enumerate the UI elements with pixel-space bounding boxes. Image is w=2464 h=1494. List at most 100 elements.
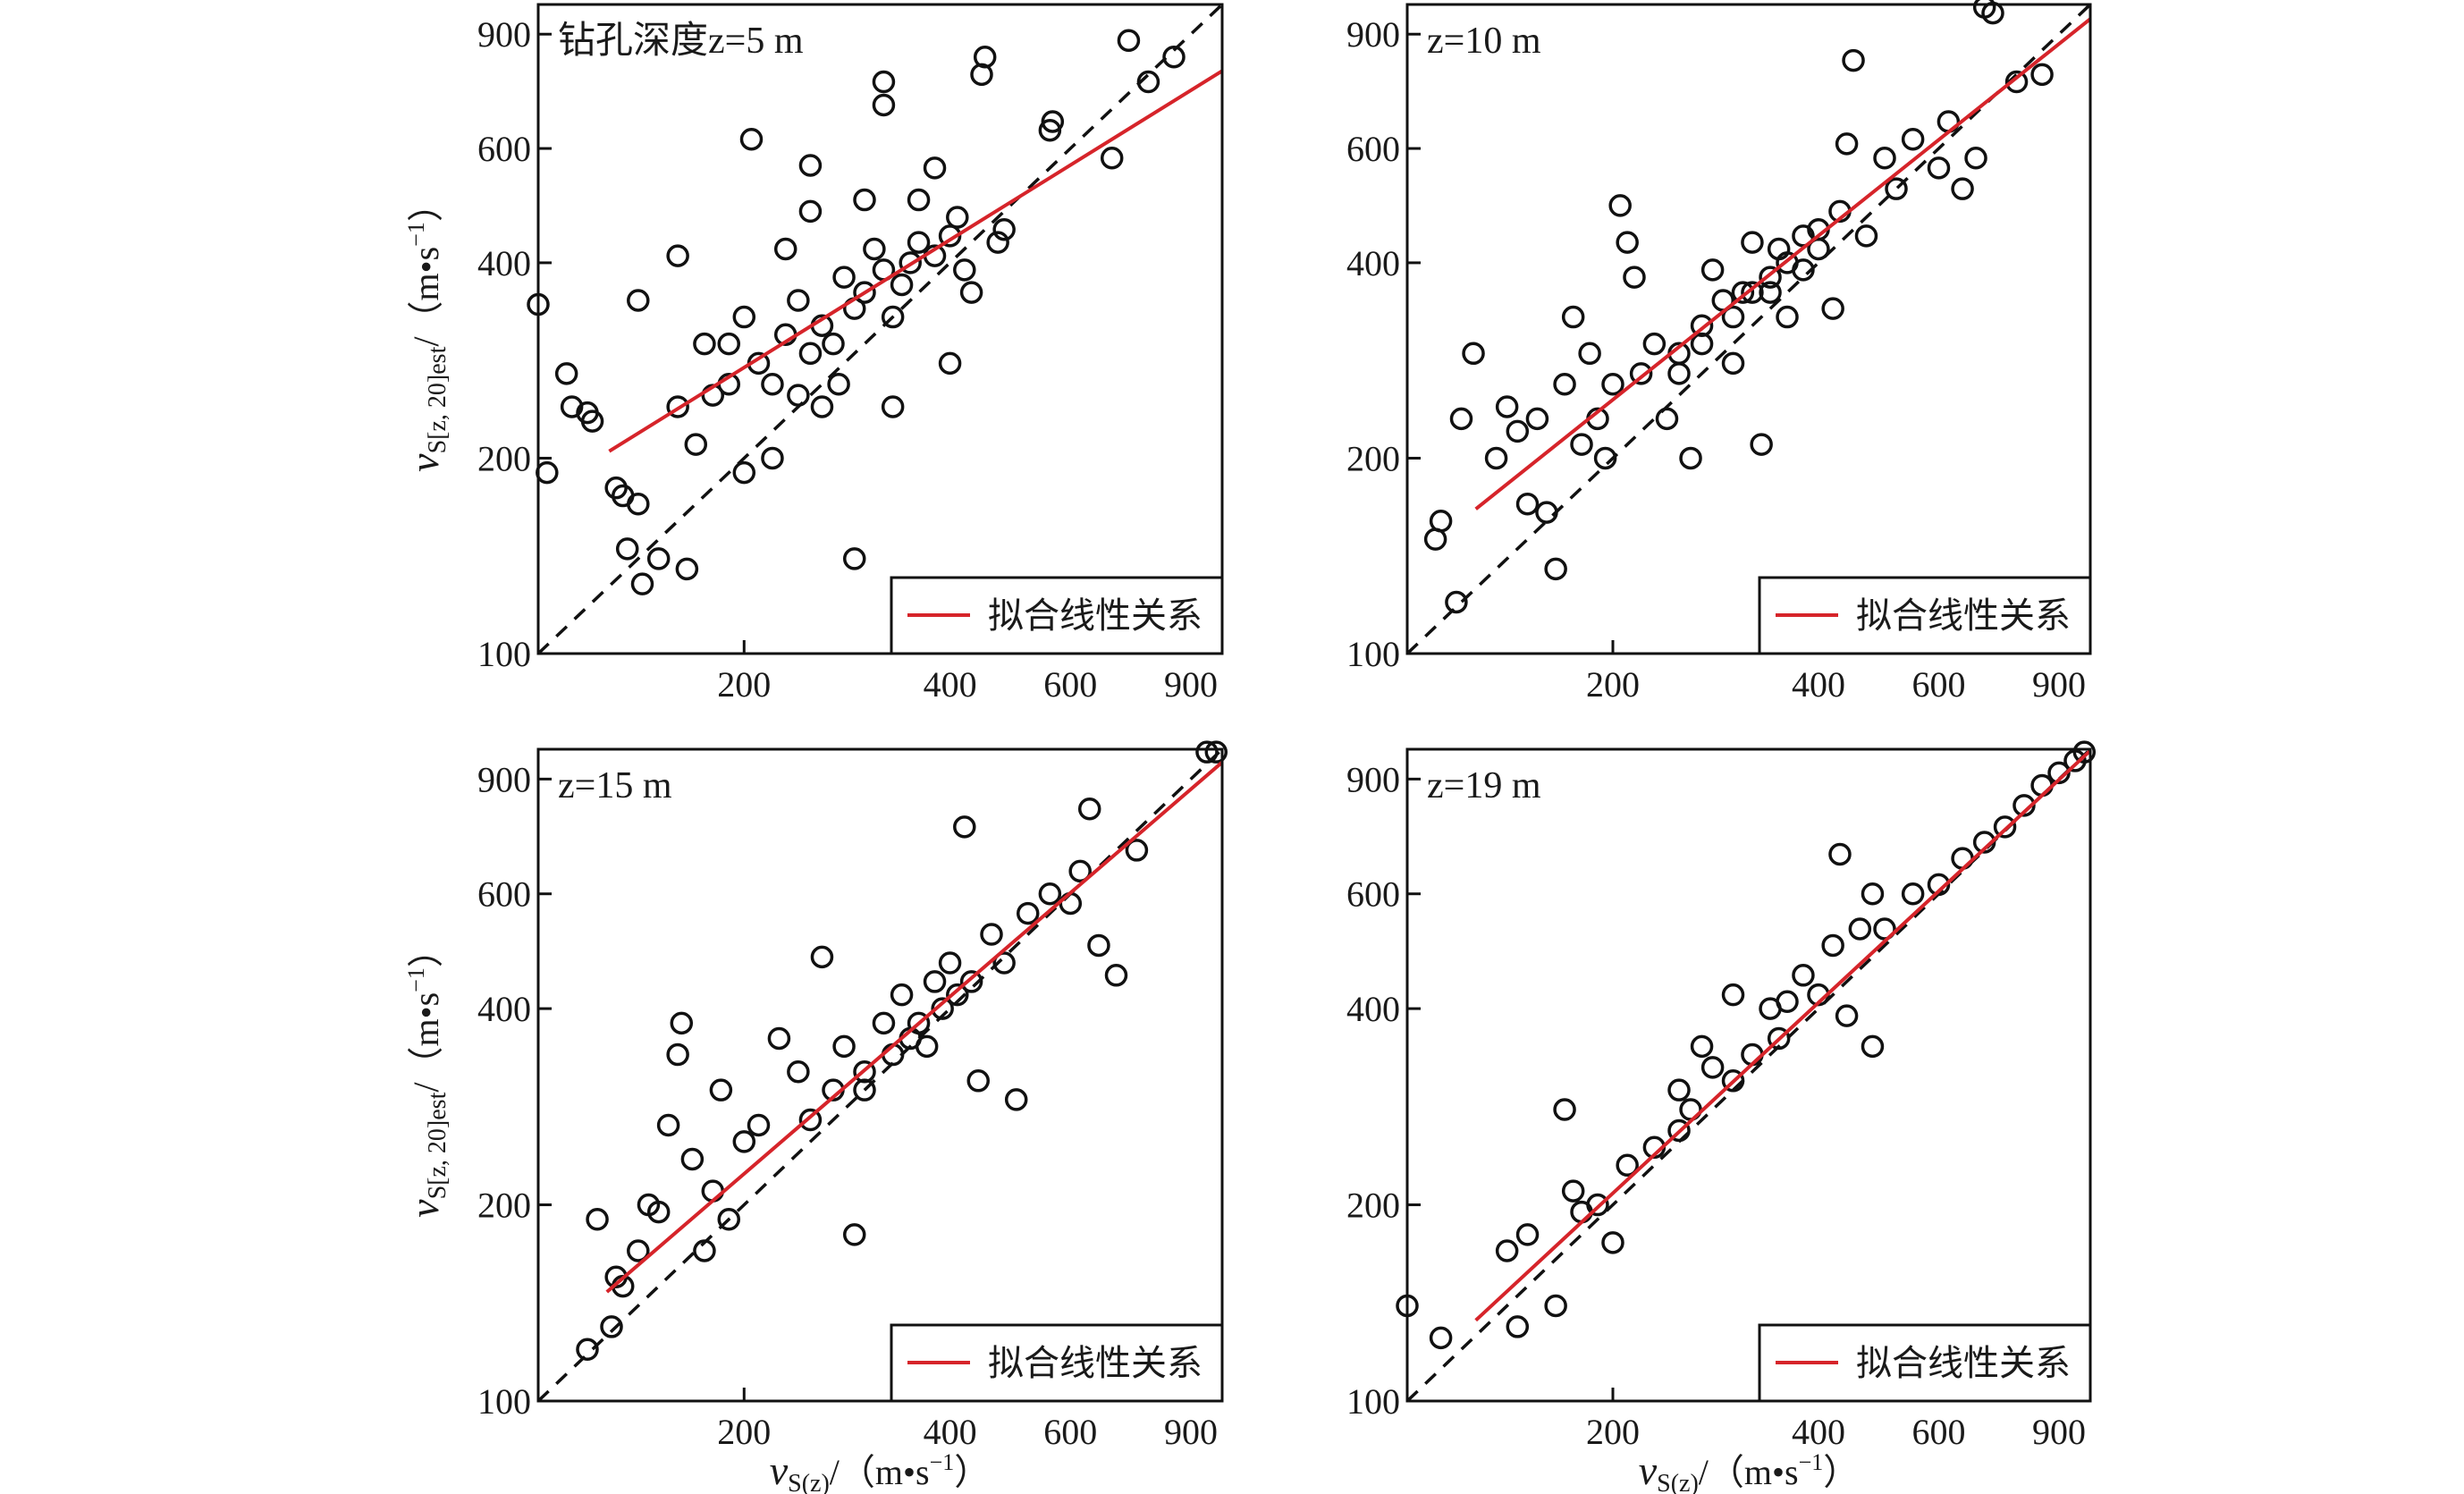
fit-line xyxy=(1474,749,2092,1322)
reference-line xyxy=(536,3,1224,655)
y-label-symbol: v xyxy=(401,1199,447,1218)
data-point xyxy=(907,231,931,254)
data-point xyxy=(938,951,962,975)
data-point xyxy=(1125,839,1149,862)
legend-label: 拟合线性关系 xyxy=(1856,1343,2071,1384)
data-point xyxy=(1495,395,1519,418)
data-point xyxy=(1087,933,1110,958)
legend-box xyxy=(1758,1323,2092,1403)
y-label-subscript: S[z, 20]est xyxy=(424,346,451,453)
data-point xyxy=(938,351,962,376)
y-label-superscript: −1 xyxy=(403,222,429,247)
data-point xyxy=(1535,501,1558,524)
data-point xyxy=(1861,1034,1885,1059)
data-point xyxy=(863,237,886,261)
data-point xyxy=(646,547,671,570)
data-point xyxy=(1601,1231,1624,1254)
x-label-superscript: −1 xyxy=(930,1449,955,1475)
data-point xyxy=(1616,231,1639,254)
y-tick-label: 600 xyxy=(477,874,531,915)
data-point xyxy=(1721,305,1745,329)
x-label-symbol: v xyxy=(770,1448,789,1493)
plot-frame xyxy=(536,747,1224,1403)
data-point xyxy=(787,289,810,312)
data-point xyxy=(1068,859,1092,883)
data-point xyxy=(1586,1193,1609,1217)
data-point xyxy=(1741,231,1764,254)
data-point xyxy=(739,127,764,151)
data-point xyxy=(1462,342,1485,366)
data-point xyxy=(1117,29,1141,53)
data-point xyxy=(732,460,756,485)
data-point xyxy=(2004,70,2029,94)
data-point xyxy=(787,384,810,407)
data-point xyxy=(1162,45,1186,69)
data-point xyxy=(1195,740,1219,764)
data-point xyxy=(1623,266,1646,289)
data-point xyxy=(1741,281,1764,304)
x-axis-label: vS(z)/（m•s−1） xyxy=(1639,1448,1860,1494)
data-point xyxy=(881,305,905,329)
y-axis-label: vS[z, 20]est/（m•s−1） xyxy=(401,186,451,472)
data-point xyxy=(554,362,578,385)
data-point xyxy=(798,199,823,224)
data-point xyxy=(872,70,896,94)
x-tick-label: 400 xyxy=(1792,1412,1845,1452)
data-point xyxy=(666,1042,689,1067)
data-point xyxy=(767,1026,791,1051)
data-point xyxy=(615,537,639,561)
x-tick-label: 900 xyxy=(2032,664,2086,705)
data-point xyxy=(890,983,914,1007)
fit-line xyxy=(605,761,1224,1294)
data-point xyxy=(732,305,756,329)
data-point xyxy=(923,970,947,993)
data-point xyxy=(986,231,1009,254)
data-point xyxy=(684,433,708,456)
data-point xyxy=(798,342,823,366)
data-point xyxy=(1842,48,1865,72)
data-point xyxy=(915,1034,939,1059)
data-point xyxy=(1100,147,1124,170)
data-point xyxy=(1655,407,1679,431)
data-point xyxy=(953,815,976,839)
x-tick-label: 600 xyxy=(1912,1412,1966,1452)
data-point xyxy=(798,154,823,177)
data-point xyxy=(1506,1315,1530,1338)
data-point xyxy=(1445,590,1468,614)
data-point xyxy=(1593,446,1617,470)
data-point xyxy=(1759,281,1782,304)
data-point xyxy=(680,1147,705,1171)
y-axis-label: vS[z, 20]est/（m•s−1） xyxy=(401,932,451,1218)
data-point xyxy=(670,1011,694,1035)
data-point xyxy=(872,93,896,117)
data-point xyxy=(853,1078,876,1102)
data-point xyxy=(1629,362,1653,385)
data-point xyxy=(1429,1326,1453,1350)
data-point xyxy=(693,1239,716,1262)
data-point xyxy=(1901,882,1925,906)
data-point xyxy=(1570,433,1593,456)
data-point xyxy=(1721,983,1745,1007)
y-tick-label: 200 xyxy=(477,438,531,478)
panel-4: 100 200 400 600 900 200 400 600 900 z=19 m 拟合线性关系 xyxy=(1346,740,2097,1452)
data-point xyxy=(1608,194,1632,217)
data-point xyxy=(1204,740,1228,764)
panel-3: 100 200 400 600 900 200 400 600 900 z=15 m 拟合线性关系 xyxy=(477,740,1228,1452)
data-point xyxy=(1136,70,1160,94)
plot-frame xyxy=(1405,747,2092,1403)
data-point xyxy=(938,224,962,248)
data-point xyxy=(810,395,834,418)
fit-line xyxy=(608,69,1224,453)
data-point xyxy=(1792,964,1815,987)
x-label-subscript: S(z) xyxy=(788,1470,830,1494)
data-point xyxy=(832,266,856,289)
data-point xyxy=(1667,1078,1691,1102)
data-point xyxy=(1993,815,2017,839)
data-point xyxy=(1690,332,1714,356)
data-point xyxy=(1561,1179,1585,1203)
data-point xyxy=(980,923,1003,946)
y-tick-label: 400 xyxy=(1346,243,1400,283)
data-point xyxy=(1553,372,1576,396)
x-axis-label: vS(z)/（m•s−1） xyxy=(770,1448,991,1494)
